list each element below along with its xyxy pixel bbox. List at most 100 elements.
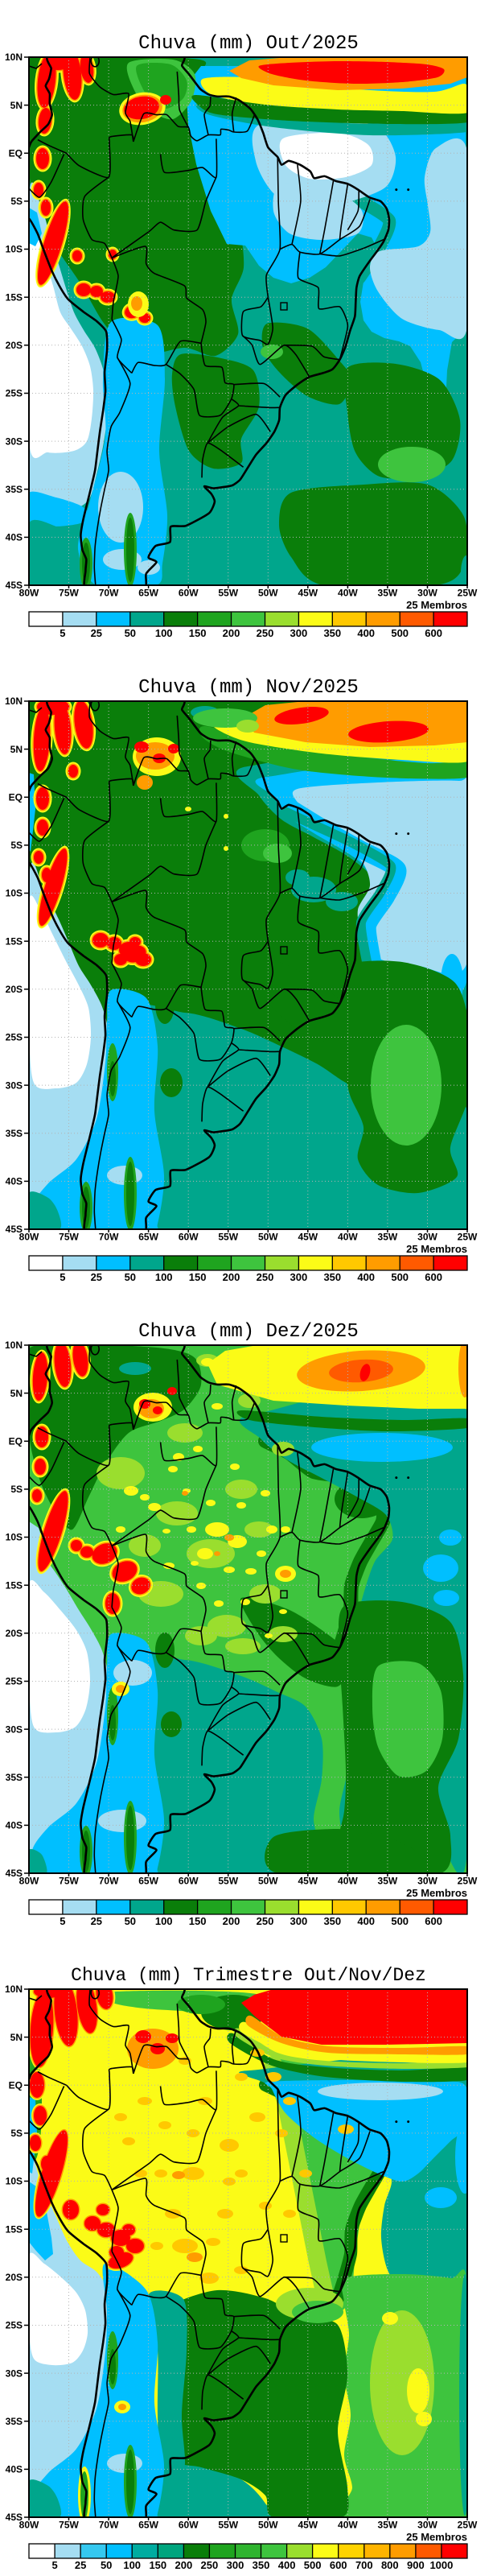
- svg-text:10S: 10S: [6, 1532, 23, 1543]
- svg-text:30S: 30S: [6, 1080, 23, 1091]
- svg-text:5N: 5N: [10, 744, 23, 755]
- svg-text:75W: 75W: [59, 2520, 79, 2531]
- svg-text:30W: 30W: [417, 1876, 437, 1887]
- svg-text:EQ: EQ: [9, 792, 23, 803]
- svg-text:25S: 25S: [6, 1676, 23, 1687]
- svg-text:500: 500: [391, 1271, 409, 1283]
- svg-text:5N: 5N: [10, 100, 23, 111]
- svg-text:30W: 30W: [417, 2520, 437, 2531]
- svg-text:60W: 60W: [179, 1876, 199, 1887]
- svg-text:40W: 40W: [338, 588, 358, 599]
- svg-text:70W: 70W: [99, 588, 119, 599]
- svg-text:10N: 10N: [5, 696, 23, 707]
- svg-text:350: 350: [323, 627, 341, 639]
- svg-text:25W: 25W: [458, 1876, 478, 1887]
- svg-text:250: 250: [257, 627, 274, 639]
- svg-text:500: 500: [391, 627, 409, 639]
- svg-text:45W: 45W: [298, 2520, 318, 2531]
- svg-text:35S: 35S: [6, 484, 23, 495]
- svg-text:200: 200: [223, 627, 240, 639]
- svg-text:55W: 55W: [218, 1232, 238, 1243]
- svg-text:1000: 1000: [429, 2559, 453, 2571]
- svg-text:EQ: EQ: [9, 1436, 23, 1447]
- svg-text:80W: 80W: [19, 1876, 39, 1887]
- svg-text:10N: 10N: [5, 1340, 23, 1351]
- svg-text:400: 400: [357, 1915, 375, 1927]
- svg-text:70W: 70W: [99, 1876, 119, 1887]
- svg-text:55W: 55W: [218, 588, 238, 599]
- svg-text:600: 600: [425, 1915, 442, 1927]
- svg-text:45W: 45W: [298, 1232, 318, 1243]
- svg-text:25 Membros: 25 Membros: [406, 599, 467, 611]
- svg-text:25S: 25S: [6, 388, 23, 399]
- svg-text:250: 250: [257, 1915, 274, 1927]
- svg-text:150: 150: [149, 2559, 166, 2571]
- svg-text:50W: 50W: [258, 2520, 278, 2531]
- svg-text:40W: 40W: [338, 2520, 358, 2531]
- svg-text:15S: 15S: [6, 935, 23, 947]
- svg-text:65W: 65W: [138, 2520, 158, 2531]
- svg-text:45W: 45W: [298, 588, 318, 599]
- svg-text:350: 350: [323, 1915, 341, 1927]
- svg-text:250: 250: [201, 2559, 219, 2571]
- svg-text:70W: 70W: [99, 1232, 119, 1243]
- svg-text:20S: 20S: [6, 340, 23, 351]
- svg-text:30S: 30S: [6, 436, 23, 447]
- svg-text:75W: 75W: [59, 1232, 79, 1243]
- svg-text:45S: 45S: [6, 580, 23, 591]
- svg-text:EQ: EQ: [9, 2080, 23, 2091]
- svg-text:45W: 45W: [298, 1876, 318, 1887]
- svg-text:10N: 10N: [5, 52, 23, 63]
- svg-text:Chuva (mm) Out/2025: Chuva (mm) Out/2025: [138, 33, 359, 55]
- svg-text:600: 600: [425, 1271, 442, 1283]
- svg-text:35W: 35W: [378, 588, 398, 599]
- svg-text:500: 500: [391, 1915, 409, 1927]
- svg-text:10S: 10S: [6, 2176, 23, 2187]
- svg-text:25W: 25W: [458, 1232, 478, 1243]
- svg-text:5S: 5S: [10, 2128, 23, 2139]
- svg-text:25S: 25S: [6, 1032, 23, 1043]
- svg-text:25: 25: [91, 1271, 102, 1283]
- svg-text:40W: 40W: [338, 1232, 358, 1243]
- svg-text:40W: 40W: [338, 1876, 358, 1887]
- svg-text:300: 300: [290, 627, 308, 639]
- svg-text:35W: 35W: [378, 1232, 398, 1243]
- svg-text:150: 150: [189, 1915, 207, 1927]
- svg-text:20S: 20S: [6, 984, 23, 995]
- svg-text:30W: 30W: [417, 1232, 437, 1243]
- svg-text:75W: 75W: [59, 588, 79, 599]
- svg-text:25W: 25W: [458, 2520, 478, 2531]
- svg-text:25 Membros: 25 Membros: [406, 1887, 467, 1899]
- svg-text:350: 350: [323, 1271, 341, 1283]
- svg-text:15S: 15S: [6, 291, 23, 303]
- svg-text:25 Membros: 25 Membros: [406, 1243, 467, 1255]
- svg-text:50: 50: [125, 627, 136, 639]
- svg-text:50: 50: [125, 1915, 136, 1927]
- svg-text:65W: 65W: [138, 588, 158, 599]
- svg-text:25: 25: [91, 627, 102, 639]
- svg-text:45S: 45S: [6, 1868, 23, 1879]
- svg-text:5N: 5N: [10, 1388, 23, 1399]
- svg-text:5: 5: [60, 627, 65, 639]
- svg-text:40S: 40S: [6, 2464, 23, 2475]
- svg-text:70W: 70W: [99, 2520, 119, 2531]
- svg-text:400: 400: [278, 2559, 296, 2571]
- svg-text:200: 200: [175, 2559, 193, 2571]
- svg-text:65W: 65W: [138, 1876, 158, 1887]
- svg-text:600: 600: [330, 2559, 347, 2571]
- svg-text:500: 500: [304, 2559, 322, 2571]
- svg-text:40S: 40S: [6, 532, 23, 543]
- svg-text:60W: 60W: [179, 1232, 199, 1243]
- svg-text:40S: 40S: [6, 1176, 23, 1187]
- svg-text:80W: 80W: [19, 588, 39, 599]
- svg-text:15S: 15S: [6, 2223, 23, 2235]
- svg-text:5S: 5S: [10, 196, 23, 207]
- svg-text:10S: 10S: [6, 244, 23, 255]
- svg-text:100: 100: [155, 627, 173, 639]
- svg-text:35S: 35S: [6, 1128, 23, 1139]
- svg-text:25S: 25S: [6, 2320, 23, 2331]
- svg-text:5: 5: [51, 2559, 57, 2571]
- svg-text:50W: 50W: [258, 588, 278, 599]
- svg-text:400: 400: [357, 1271, 375, 1283]
- svg-text:350: 350: [253, 2559, 270, 2571]
